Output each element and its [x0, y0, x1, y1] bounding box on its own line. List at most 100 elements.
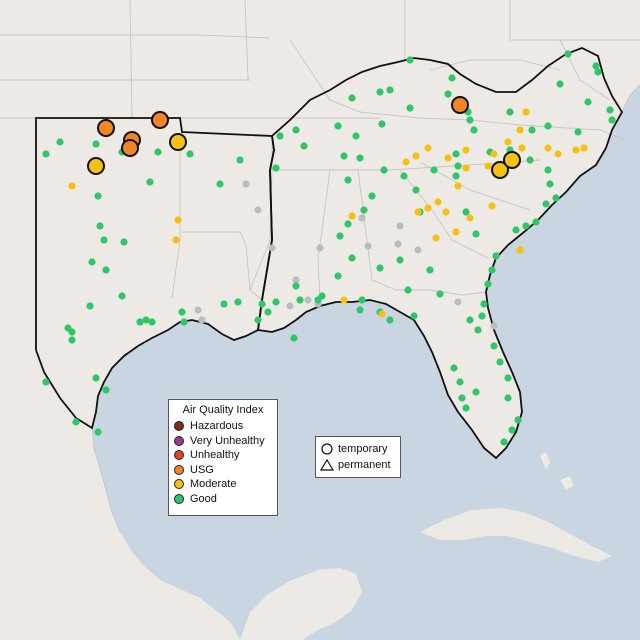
site-good[interactable] — [136, 318, 144, 326]
site-usg-large[interactable] — [97, 119, 115, 137]
site-good[interactable] — [514, 416, 522, 424]
site-good[interactable] — [356, 306, 364, 314]
site-no-data[interactable] — [394, 240, 402, 248]
site-moderate[interactable] — [442, 208, 450, 216]
site-good[interactable] — [522, 222, 530, 230]
site-good[interactable] — [472, 388, 480, 396]
site-good[interactable] — [436, 290, 444, 298]
site-good[interactable] — [608, 116, 616, 124]
site-good[interactable] — [94, 428, 102, 436]
site-good[interactable] — [470, 126, 478, 134]
site-moderate[interactable] — [488, 202, 496, 210]
site-moderate-large[interactable] — [87, 157, 105, 175]
site-good[interactable] — [492, 252, 500, 260]
site-moderate[interactable] — [518, 144, 526, 152]
site-good[interactable] — [484, 280, 492, 288]
site-good[interactable] — [452, 172, 460, 180]
site-good[interactable] — [552, 194, 560, 202]
site-good[interactable] — [142, 316, 150, 324]
site-good[interactable] — [186, 150, 194, 158]
site-moderate[interactable] — [434, 198, 442, 206]
site-good[interactable] — [334, 122, 342, 130]
site-good[interactable] — [544, 122, 552, 130]
site-good[interactable] — [430, 166, 438, 174]
site-good[interactable] — [254, 316, 262, 324]
site-good[interactable] — [474, 326, 482, 334]
site-no-data[interactable] — [490, 322, 498, 330]
site-good[interactable] — [92, 374, 100, 382]
site-good[interactable] — [526, 156, 534, 164]
site-good[interactable] — [42, 378, 50, 386]
site-good[interactable] — [472, 230, 480, 238]
site-good[interactable] — [594, 68, 602, 76]
site-good[interactable] — [544, 166, 552, 174]
site-good[interactable] — [556, 80, 564, 88]
site-moderate[interactable] — [432, 234, 440, 242]
site-good[interactable] — [42, 150, 50, 158]
site-good[interactable] — [352, 132, 360, 140]
site-good[interactable] — [574, 128, 582, 136]
site-no-data[interactable] — [414, 246, 422, 254]
site-good[interactable] — [102, 266, 110, 274]
site-moderate[interactable] — [452, 228, 460, 236]
site-moderate[interactable] — [402, 158, 410, 166]
site-moderate[interactable] — [516, 246, 524, 254]
site-moderate[interactable] — [378, 310, 386, 318]
site-moderate[interactable] — [424, 144, 432, 152]
site-good[interactable] — [542, 200, 550, 208]
site-good[interactable] — [500, 438, 508, 446]
site-moderate-large[interactable] — [169, 133, 187, 151]
site-good[interactable] — [410, 312, 418, 320]
site-good[interactable] — [490, 342, 498, 350]
site-good[interactable] — [360, 206, 368, 214]
site-moderate[interactable] — [462, 146, 470, 154]
site-good[interactable] — [466, 316, 474, 324]
site-good[interactable] — [412, 186, 420, 194]
site-no-data[interactable] — [194, 306, 202, 314]
site-moderate[interactable] — [484, 162, 492, 170]
site-good[interactable] — [478, 312, 486, 320]
site-no-data[interactable] — [364, 242, 372, 250]
site-good[interactable] — [264, 308, 272, 316]
site-good[interactable] — [344, 176, 352, 184]
site-no-data[interactable] — [316, 244, 324, 252]
site-moderate[interactable] — [554, 150, 562, 158]
site-good[interactable] — [292, 126, 300, 134]
site-good[interactable] — [296, 296, 304, 304]
site-good[interactable] — [96, 222, 104, 230]
site-moderate[interactable] — [516, 126, 524, 134]
site-moderate[interactable] — [454, 182, 462, 190]
site-good[interactable] — [356, 154, 364, 162]
site-good[interactable] — [348, 94, 356, 102]
site-good[interactable] — [86, 302, 94, 310]
site-good[interactable] — [450, 364, 458, 372]
site-no-data[interactable] — [304, 296, 312, 304]
site-good[interactable] — [456, 378, 464, 386]
site-no-data[interactable] — [292, 276, 300, 284]
site-good[interactable] — [272, 298, 280, 306]
site-good[interactable] — [606, 106, 614, 114]
site-good[interactable] — [154, 148, 162, 156]
site-good[interactable] — [376, 88, 384, 96]
site-no-data[interactable] — [358, 214, 366, 222]
site-good[interactable] — [426, 266, 434, 274]
site-good[interactable] — [532, 218, 540, 226]
site-moderate[interactable] — [462, 164, 470, 172]
site-moderate[interactable] — [444, 154, 452, 162]
site-good[interactable] — [358, 296, 366, 304]
site-good[interactable] — [146, 178, 154, 186]
site-good[interactable] — [118, 292, 126, 300]
site-good[interactable] — [258, 300, 266, 308]
site-good[interactable] — [378, 120, 386, 128]
site-no-data[interactable] — [454, 298, 462, 306]
site-no-data[interactable] — [198, 316, 206, 324]
site-good[interactable] — [584, 98, 592, 106]
site-no-data[interactable] — [254, 206, 262, 214]
site-moderate[interactable] — [348, 212, 356, 220]
site-moderate-large[interactable] — [491, 161, 509, 179]
site-good[interactable] — [236, 156, 244, 164]
site-good[interactable] — [480, 300, 488, 308]
site-good[interactable] — [444, 90, 452, 98]
site-good[interactable] — [102, 386, 110, 394]
site-good[interactable] — [462, 208, 470, 216]
